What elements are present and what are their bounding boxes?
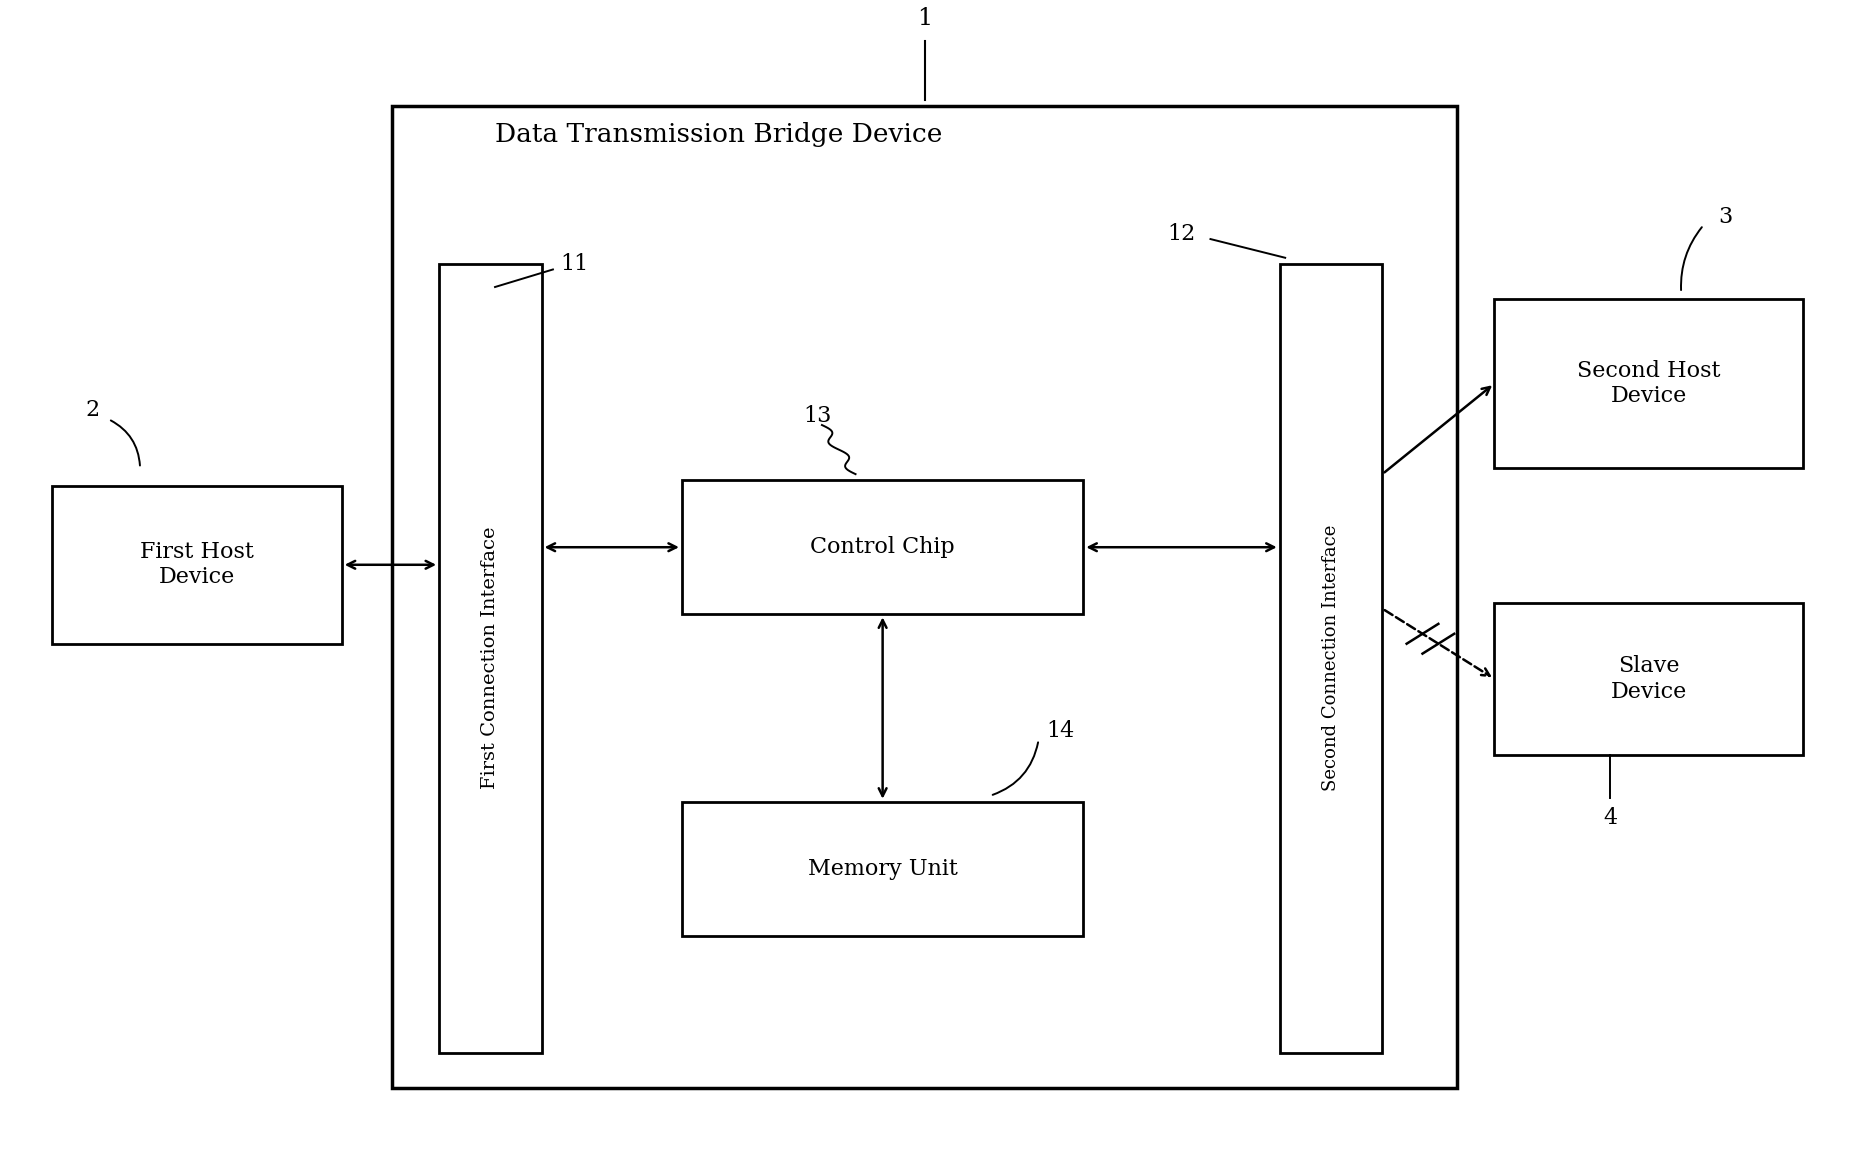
Text: Memory Unit: Memory Unit [807,858,958,880]
Text: Control Chip: Control Chip [811,536,955,558]
Text: Data Transmission Bridge Device: Data Transmission Bridge Device [495,122,941,146]
Text: 13: 13 [803,405,831,427]
Text: Slave
Device: Slave Device [1610,655,1687,702]
Text: 4: 4 [1603,807,1618,830]
Text: First Connection Interface: First Connection Interface [482,526,499,789]
Text: 14: 14 [1046,721,1074,743]
Text: Second Host
Device: Second Host Device [1577,360,1720,407]
Bar [1280,263,1382,1053]
Bar [1494,298,1803,468]
Bar [392,105,1457,1088]
Bar [682,801,1083,936]
Bar [52,486,342,644]
Bar [439,263,542,1053]
Text: Second Connection Interface: Second Connection Interface [1323,524,1339,791]
Text: First Host
Device: First Host Device [140,541,254,589]
Text: 12: 12 [1168,223,1196,246]
Bar [1494,603,1803,755]
Bar [682,480,1083,614]
Text: 3: 3 [1719,206,1734,228]
Text: 11: 11 [560,253,588,275]
Text: 1: 1 [917,7,932,29]
Text: 2: 2 [86,399,101,421]
